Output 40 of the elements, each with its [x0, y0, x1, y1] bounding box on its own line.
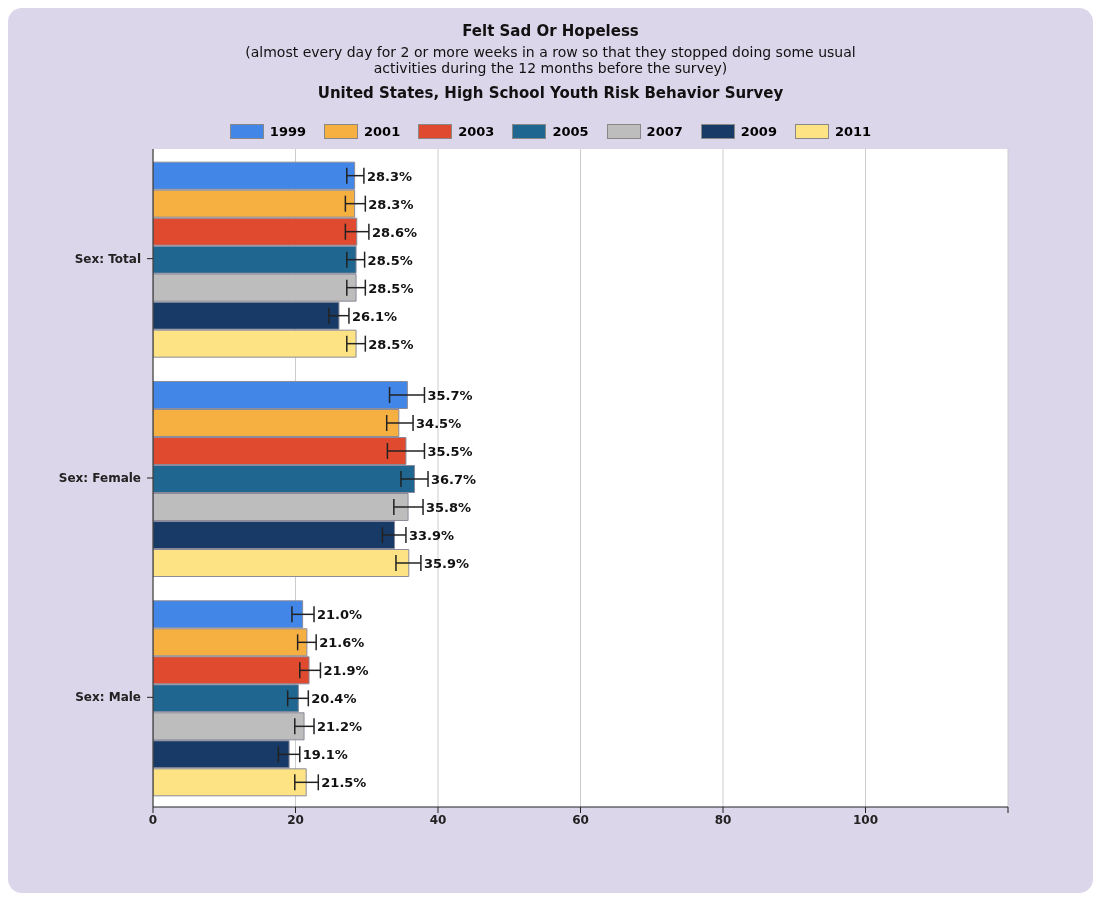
x-tick-label: 20 [287, 812, 304, 827]
data-label: 21.6% [319, 635, 365, 651]
legend-label: 2009 [739, 124, 777, 139]
data-label: 35.7% [427, 387, 473, 403]
data-label: 20.4% [311, 691, 357, 707]
x-tick-label: 80 [714, 812, 732, 827]
data-label: 28.5% [368, 336, 414, 352]
data-label: 34.5% [416, 415, 462, 431]
x-tick-label: 60 [572, 812, 589, 827]
data-label: 33.9% [408, 527, 455, 543]
data-label: 28.5% [368, 280, 414, 296]
legend-label: 2011 [833, 124, 872, 139]
x-tick-label: 40 [429, 812, 447, 827]
legend-label: 2005 [551, 124, 589, 139]
x-tick-label: 100 [852, 812, 879, 827]
legend-label: 2001 [363, 124, 401, 139]
chart-title: Felt Sad Or Hopeless [461, 22, 640, 40]
data-label: 21.9% [323, 663, 369, 679]
x-tick-label: 0 [148, 812, 158, 827]
data-label: 21.2% [317, 719, 363, 735]
chart-subtitle: (almost every day for 2 or more weeks in a row so that they stopped doing some usual activities during the 12 months before the survey) [244, 44, 857, 76]
legend-label: 1999 [268, 124, 307, 139]
data-label: 21.5% [321, 775, 367, 791]
data-label: 28.5% [367, 252, 413, 268]
legend-label: 2003 [457, 124, 495, 139]
data-label: 35.9% [423, 555, 470, 571]
data-label: 26.1% [351, 308, 398, 324]
y-tick-label: Sex: Male [75, 690, 141, 705]
text: United States, High School Youth Risk Behavior Survey [316, 84, 785, 102]
legend-label: 2007 [645, 124, 683, 139]
y-tick-label: Sex: Total [74, 251, 141, 266]
data-label: 28.3% [368, 196, 414, 212]
data-label: 28.6% [371, 224, 417, 240]
data-label: 19.1% [302, 747, 348, 763]
data-label: 36.7% [431, 471, 477, 487]
data-label: 35.8% [426, 499, 472, 515]
y-tick-label: Sex: Female [58, 471, 141, 485]
data-label: 21.0% [317, 607, 363, 623]
data-label: 28.3% [366, 168, 413, 184]
data-label: 35.5% [427, 443, 473, 459]
